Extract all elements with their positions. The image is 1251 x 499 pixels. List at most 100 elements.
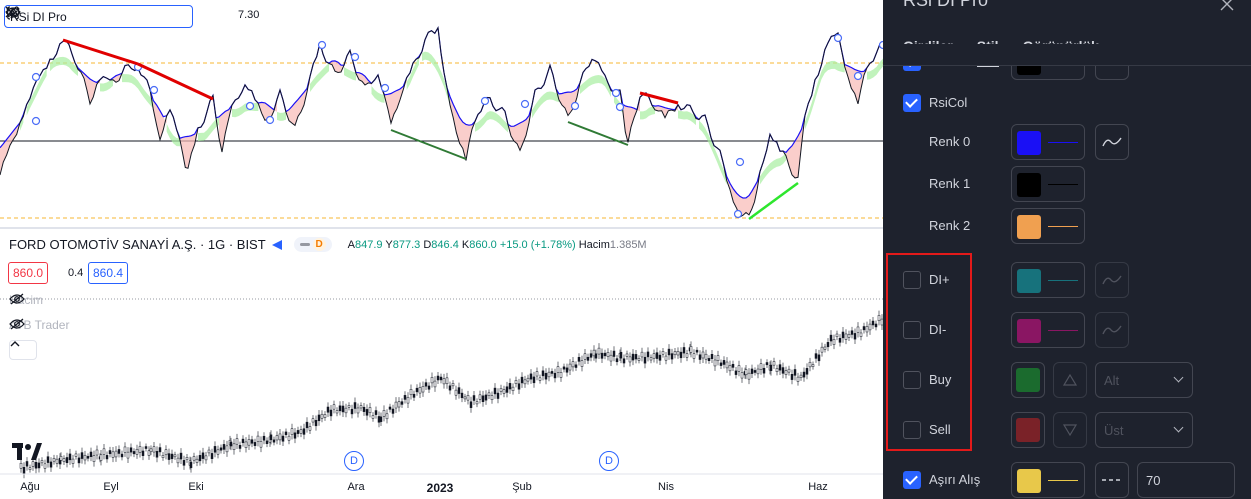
- di-plus-plot-type-button[interactable]: [1095, 262, 1129, 298]
- candle-body: [132, 451, 136, 455]
- candle-body: [216, 449, 220, 455]
- candle-body: [670, 353, 674, 360]
- chevron-down-icon: [1173, 372, 1184, 383]
- row-rsicol[interactable]: RsiCol: [883, 85, 1251, 121]
- asiri-alis-checkbox[interactable]: [903, 471, 921, 489]
- di-minus-plot-type-button[interactable]: [1095, 312, 1129, 348]
- di-minus-color-button[interactable]: [1011, 312, 1085, 348]
- time-axis[interactable]: Ağu Eyl Eki Ara 2023 Şub Nis Haz: [0, 477, 883, 499]
- candle-body: [574, 364, 578, 368]
- buy-shape-button[interactable]: [1053, 362, 1087, 398]
- triangle-up-icon: [1063, 374, 1077, 386]
- chevron-up-icon: [10, 341, 20, 347]
- sell-label[interactable]: Sell: [929, 422, 951, 437]
- market-status-pill[interactable]: D: [293, 237, 332, 252]
- more-icon[interactable]: [6, 7, 187, 25]
- chart-canvas[interactable]: [0, 0, 883, 499]
- candle-body: [305, 421, 309, 429]
- candle-body: [493, 387, 497, 395]
- buy-label[interactable]: Buy: [929, 372, 952, 387]
- di-plus-label[interactable]: DI+: [929, 272, 950, 287]
- candle-body: [397, 401, 401, 408]
- candle-body: [126, 451, 130, 459]
- atb-legend-label[interactable]: ATB Trader: [9, 318, 70, 332]
- x-tick-label: Haz: [808, 481, 828, 493]
- renk0-swatch: [1017, 131, 1041, 155]
- buy-swatch: [1016, 368, 1040, 392]
- asiri-alis-value: 70: [1146, 473, 1161, 488]
- candle-body: [120, 453, 124, 458]
- candle-body: [826, 342, 830, 348]
- row-sell[interactable]: Sell Üst: [883, 412, 1251, 448]
- candle-body: [577, 357, 581, 362]
- renk1-color-button[interactable]: [1011, 166, 1085, 202]
- asiri-alis-color-button[interactable]: [1011, 462, 1085, 498]
- asiri-alis-line-preview: [1048, 480, 1078, 481]
- row-renk2[interactable]: Renk 2: [883, 208, 1251, 244]
- candle-body: [753, 370, 757, 373]
- row-renk1[interactable]: Renk 1: [883, 166, 1251, 202]
- candle-body: [49, 461, 53, 468]
- sell-checkbox[interactable]: [903, 421, 921, 439]
- candle-body: [28, 467, 32, 470]
- candle-body: [123, 446, 127, 453]
- dividend-marker[interactable]: D: [344, 451, 364, 471]
- di-minus-label[interactable]: DI-: [929, 322, 947, 337]
- asiri-alis-label[interactable]: Aşırı Alış: [929, 472, 981, 487]
- di-minus-checkbox[interactable]: [903, 321, 921, 339]
- buy-location-select[interactable]: Alt: [1095, 362, 1193, 398]
- symbol-title[interactable]: FORD OTOMOTİV SANAYİ A.Ş. · 1G · BIST: [9, 237, 266, 252]
- indicator-legend[interactable]: RSi DI Pro: [4, 5, 193, 28]
- row-di-minus[interactable]: DI-: [883, 312, 1251, 348]
- indicator-settings-dialog[interactable]: RSi DI Pro Girdiler Stil Görünürlük RsiC…: [883, 0, 1251, 499]
- candle-body: [716, 355, 720, 362]
- divergence-line-red-1: [62, 38, 139, 66]
- indicator-name[interactable]: RSi DI Pro: [10, 9, 67, 24]
- volume-value: 1.385M: [609, 238, 647, 251]
- dividend-marker[interactable]: D: [599, 451, 619, 471]
- row-renk0[interactable]: Renk 0: [883, 124, 1251, 160]
- buy-checkbox[interactable]: [903, 371, 921, 389]
- row-di-plus[interactable]: DI+: [883, 262, 1251, 298]
- gear-icon[interactable]: [6, 7, 115, 25]
- collapse-legend-button[interactable]: [9, 340, 37, 360]
- candle-body: [734, 370, 738, 375]
- candle-body: [744, 369, 748, 375]
- di-plus-checkbox[interactable]: [903, 271, 921, 289]
- candle-body: [615, 358, 619, 363]
- candle-body: [52, 458, 56, 462]
- renk2-color-button[interactable]: [1011, 208, 1085, 244]
- candle-body: [673, 351, 677, 356]
- candle-body: [499, 388, 503, 392]
- candle-body: [541, 370, 545, 377]
- row-buy[interactable]: Buy Alt: [883, 362, 1251, 398]
- sell-shape-button[interactable]: [1053, 412, 1087, 448]
- volume-legend[interactable]: Hacim: [9, 293, 49, 307]
- candle-body: [250, 439, 254, 444]
- close-icon[interactable]: [5, 6, 163, 25]
- rsicol-label[interactable]: RsiCol: [929, 95, 968, 110]
- close-icon[interactable]: [1219, 0, 1239, 16]
- code-icon[interactable]: [5, 6, 139, 25]
- buy-price-button[interactable]: 860.4: [88, 262, 129, 284]
- candle-body: [643, 356, 647, 364]
- candle-body: [850, 330, 854, 335]
- candle-body: [377, 416, 381, 423]
- candle-body: [62, 458, 66, 462]
- asiri-alis-line-style-button[interactable]: [1095, 462, 1129, 498]
- rsicol-checkbox[interactable]: [903, 94, 921, 112]
- sell-location-select[interactable]: Üst: [1095, 412, 1193, 448]
- flag-icon[interactable]: [271, 239, 282, 250]
- atb-legend[interactable]: ATB Trader: [9, 318, 75, 332]
- symbol-legend[interactable]: FORD OTOMOTİV SANAYİ A.Ş. · 1G · BIST D …: [9, 237, 647, 252]
- di-plus-color-button[interactable]: [1011, 262, 1085, 298]
- sell-color-button[interactable]: [1011, 412, 1045, 448]
- chart-area[interactable]: RSi DI Pro 7.30 FORD OTOMOTİV SANAYİ A.Ş…: [0, 0, 883, 499]
- sell-price-button[interactable]: 860.0: [8, 262, 49, 284]
- asiri-alis-value-input[interactable]: 70: [1137, 462, 1235, 498]
- eye-icon[interactable]: [5, 7, 91, 25]
- row-asiri-alis[interactable]: Aşırı Alış 70: [883, 462, 1251, 498]
- renk0-color-button[interactable]: [1011, 124, 1085, 160]
- buy-color-button[interactable]: [1011, 362, 1045, 398]
- renk0-plot-type-button[interactable]: [1095, 124, 1129, 160]
